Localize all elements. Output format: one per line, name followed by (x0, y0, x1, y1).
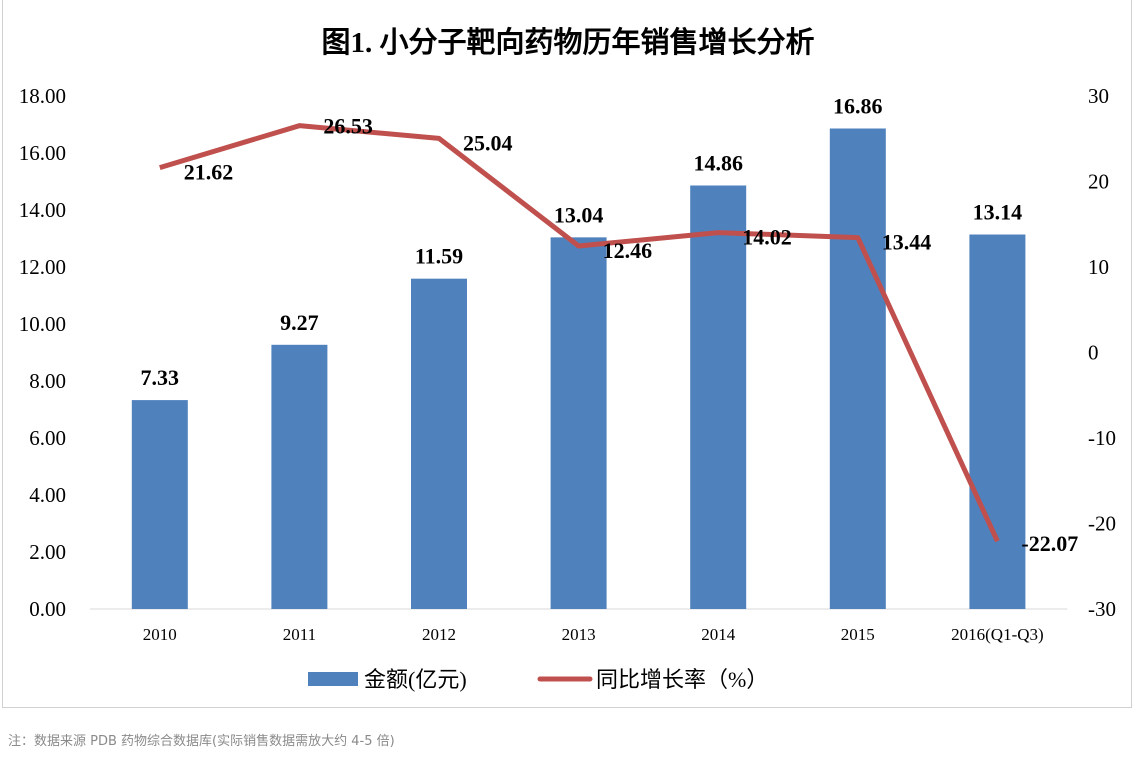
line-data-label: 14.02 (742, 225, 792, 250)
line-data-label: 13.44 (882, 230, 932, 255)
line-data-label: 25.04 (463, 130, 513, 155)
bar-data-label: 13.04 (554, 202, 604, 227)
right-axis-tick: 10 (1088, 255, 1109, 279)
chart-title: 图1. 小分子靶向药物历年销售增长分析 (321, 25, 814, 59)
bar (969, 234, 1026, 609)
bar-data-label: 13.14 (973, 200, 1023, 225)
line-data-label: -22.07 (1021, 531, 1078, 556)
legend-bar-label: 金额(亿元) (364, 667, 467, 692)
bar-data-label: 14.86 (693, 150, 743, 175)
left-axis-tick: 2.00 (29, 540, 66, 564)
line-data-label: 26.53 (323, 114, 373, 139)
x-axis-tick: 2013 (562, 625, 596, 644)
bar (550, 237, 607, 610)
legend-line-label: 同比增长率（%） (596, 667, 768, 692)
right-axis-tick: 30 (1088, 84, 1109, 108)
left-axis-tick: 8.00 (29, 369, 66, 393)
right-axis-tick: -10 (1088, 426, 1116, 450)
chart-frame (2, 0, 1132, 708)
bar (271, 344, 328, 609)
bar (131, 400, 188, 609)
right-axis-tick: 0 (1088, 341, 1099, 365)
x-axis-tick: 2016(Q1-Q3) (951, 625, 1044, 644)
left-axis-tick: 12.00 (19, 255, 66, 279)
left-axis-tick: 6.00 (29, 426, 66, 450)
line-data-label: 12.46 (603, 238, 653, 263)
bar (690, 185, 747, 610)
left-axis-tick: 10.00 (19, 312, 66, 336)
right-axis-tick: -20 (1088, 512, 1116, 536)
bar (411, 278, 467, 609)
left-axis-tick: 18.00 (19, 84, 66, 108)
x-axis-tick: 2010 (143, 625, 177, 644)
bar-data-label: 7.33 (141, 365, 180, 390)
left-axis-tick: 14.00 (19, 198, 66, 222)
chart: 图1. 小分子靶向药物历年销售增长分析 0.00 2.00 4.00 6.00 8.00 1… (19, 25, 1116, 692)
growth-line (159, 123, 1000, 543)
right-axis-tick: -30 (1088, 597, 1116, 621)
x-axis-tick: 2011 (283, 625, 316, 644)
left-axis-tick: 0.00 (29, 597, 66, 621)
legend-bar-swatch (308, 672, 358, 686)
x-axis-tick: 2014 (701, 625, 736, 644)
bar-data-label: 11.59 (415, 244, 463, 269)
line-data-label: 21.62 (184, 160, 234, 185)
footnote: 注：数据来源 PDB 药物综合数据库(实际销售数据需放大约 4-5 倍) (8, 734, 395, 749)
bar-data-label: 16.86 (833, 93, 883, 118)
x-axis-tick: 2015 (841, 625, 875, 644)
bar (829, 128, 886, 610)
bar-data-label: 9.27 (280, 310, 319, 335)
right-axis-tick: 20 (1088, 170, 1109, 194)
x-axis-tick: 2012 (422, 625, 456, 644)
left-axis-tick: 16.00 (19, 141, 66, 165)
left-axis-tick: 4.00 (29, 483, 66, 507)
